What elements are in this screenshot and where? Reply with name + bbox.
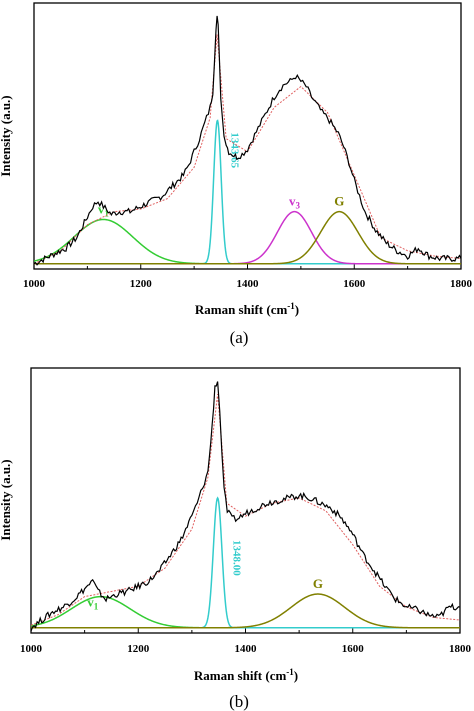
- x-tick-label: 1600: [343, 278, 366, 290]
- fit-envelope-line: [30, 394, 461, 626]
- peak-curve: [31, 593, 460, 629]
- x-tick-label: 1800: [449, 643, 472, 655]
- fit-envelope-line: [33, 34, 462, 265]
- x-tick-label: 1200: [130, 278, 153, 290]
- raw-spectrum-line: [30, 381, 461, 632]
- peak-label: v3: [289, 194, 301, 211]
- panel-caption: (a): [230, 328, 249, 347]
- peak-label: G: [313, 576, 323, 591]
- plot-frame: [30, 367, 461, 634]
- x-tick-label: 1400: [235, 643, 258, 655]
- x-tick-label: 1000: [23, 278, 46, 290]
- y-axis-label: Intensity (a.u.): [0, 95, 13, 176]
- x-tick-label: 1200: [127, 643, 150, 655]
- panel-caption: (b): [229, 692, 249, 711]
- peak-label: G: [334, 194, 344, 209]
- peak-label: v1: [87, 595, 99, 612]
- peak-position-label: 1343.65: [228, 132, 240, 168]
- x-tick-label: 1400: [237, 278, 260, 290]
- peak-label: v1: [98, 201, 110, 218]
- y-axis-label: Intensity (a.u.): [0, 459, 13, 540]
- x-tick-label: 1600: [342, 643, 365, 655]
- x-axis-label: Raman shift (cm-1): [194, 667, 298, 683]
- x-axis-label: Raman shift (cm-1): [195, 301, 299, 317]
- raman-panel-b: 1000 1200 1400 1600 1800 v1 1348.00 G Intensity…: [0, 367, 472, 711]
- plot-frame: [33, 2, 462, 270]
- peak-curve: [34, 119, 461, 265]
- peak-position-label: 1348.00: [231, 540, 243, 576]
- x-tick-label: 1800: [450, 278, 473, 290]
- raman-panel-a: 1000 1200 1400 1600 1800 v1 1343.65 v3 G Intensi…: [0, 2, 473, 347]
- x-tick-label: 1000: [20, 643, 43, 655]
- peak-curve: [34, 210, 461, 265]
- peak-curve: [33, 218, 461, 265]
- raw-spectrum-line: [33, 15, 462, 266]
